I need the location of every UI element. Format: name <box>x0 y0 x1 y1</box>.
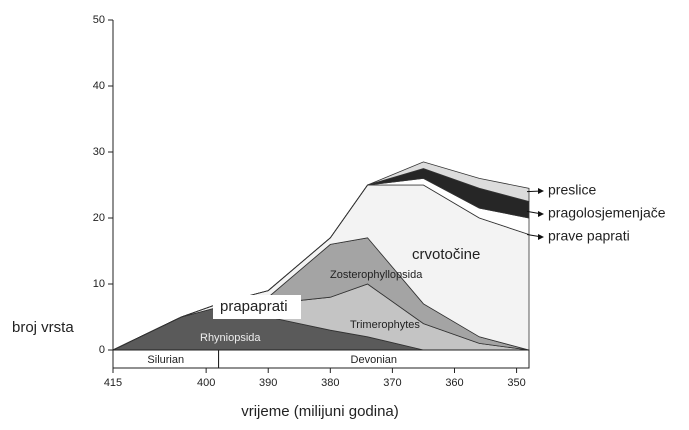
y-tick-label: 30 <box>93 146 105 158</box>
series-label: Zosterophyllopsida <box>330 269 423 281</box>
series-label: prave paprati <box>548 228 630 244</box>
x-tick-label: 360 <box>445 377 463 389</box>
annotation: prapaprati <box>220 298 288 315</box>
y-tick-label: 10 <box>93 278 105 290</box>
area <box>112 161 530 351</box>
period-label: Devonian <box>351 354 397 366</box>
arrow-head <box>538 188 544 194</box>
y-tick-label: 40 <box>93 80 105 92</box>
arrow-head <box>538 211 544 217</box>
x-tick-label: 400 <box>197 377 215 389</box>
series-label: pragolosjemenjače <box>548 205 666 221</box>
x-tick-label: 415 <box>104 377 122 389</box>
arrow-head <box>538 234 544 240</box>
x-tick-label: 380 <box>321 377 339 389</box>
period-bar <box>218 349 530 369</box>
series-label: Rhyniopsida <box>200 332 261 344</box>
series-label: preslice <box>548 182 596 198</box>
series-label: Trimerophytes <box>350 319 420 331</box>
y-tick-label: 0 <box>99 344 105 356</box>
x-tick-label: 350 <box>507 377 525 389</box>
x-axis-label: vrijeme (milijuni godina) <box>241 403 399 420</box>
period-label: Silurian <box>147 354 184 366</box>
y-tick-label: 20 <box>93 212 105 224</box>
series-label: crvotočine <box>412 246 480 263</box>
y-tick-label: 50 <box>93 14 105 26</box>
x-tick-label: 370 <box>383 377 401 389</box>
annotation-box <box>213 295 301 319</box>
y-axis-label: broj vrsta <box>12 319 74 336</box>
x-tick-label: 390 <box>259 377 277 389</box>
